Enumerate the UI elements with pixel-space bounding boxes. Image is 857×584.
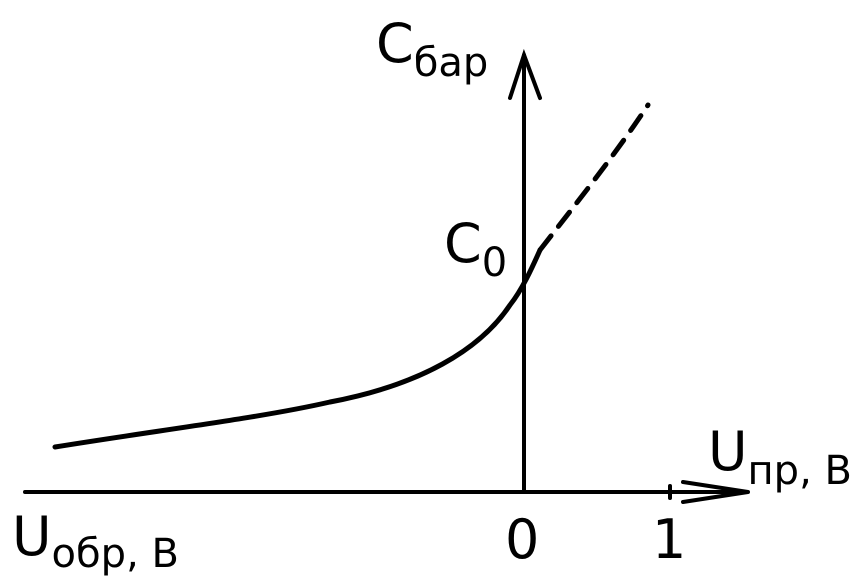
label-main: C bbox=[444, 212, 482, 275]
y-arrow bbox=[508, 48, 542, 100]
x-axis-negative-label: Uобр, В bbox=[12, 505, 179, 577]
tick-label: 0 bbox=[505, 508, 539, 571]
label-sub: пр, В bbox=[748, 448, 852, 494]
label-main: U bbox=[708, 420, 748, 483]
label-sub: обр, В bbox=[52, 531, 179, 577]
curve-dashed bbox=[537, 102, 651, 253]
axes bbox=[23, 48, 750, 504]
x-axis-positive-label: Uпр, В bbox=[708, 420, 852, 494]
x-arrow bbox=[681, 480, 749, 504]
curve-label: C0 bbox=[444, 212, 507, 286]
label-main: U bbox=[12, 505, 52, 568]
label-sub: 0 bbox=[482, 240, 507, 286]
label-main: C bbox=[376, 12, 414, 75]
tick-label: 1 bbox=[652, 508, 686, 571]
label-sub: бар bbox=[414, 40, 489, 86]
curve-solid bbox=[52, 247, 543, 450]
y-axis-label: Cбар bbox=[376, 12, 488, 86]
